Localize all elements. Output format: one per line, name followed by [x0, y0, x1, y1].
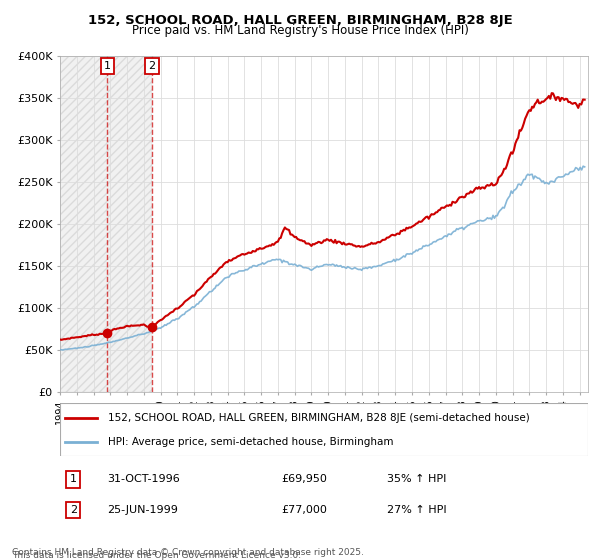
Bar [60, 56, 152, 392]
Text: 25-JUN-1999: 25-JUN-1999 [107, 505, 178, 515]
Text: Contains HM Land Registry data © Crown copyright and database right 2025.: Contains HM Land Registry data © Crown c… [12, 548, 364, 557]
Text: 152, SCHOOL ROAD, HALL GREEN, BIRMINGHAM, B28 8JE (semi-detached house): 152, SCHOOL ROAD, HALL GREEN, BIRMINGHAM… [107, 413, 529, 423]
Text: 35% ↑ HPI: 35% ↑ HPI [388, 474, 447, 484]
Text: 1: 1 [104, 61, 111, 71]
Text: 2: 2 [148, 61, 155, 71]
Text: 1: 1 [70, 474, 77, 484]
Text: HPI: Average price, semi-detached house, Birmingham: HPI: Average price, semi-detached house,… [107, 436, 393, 446]
Text: 31-OCT-1996: 31-OCT-1996 [107, 474, 180, 484]
Text: £69,950: £69,950 [282, 474, 328, 484]
Text: Price paid vs. HM Land Registry's House Price Index (HPI): Price paid vs. HM Land Registry's House … [131, 24, 469, 37]
Text: 2: 2 [70, 505, 77, 515]
Text: This data is licensed under the Open Government Licence v3.0.: This data is licensed under the Open Gov… [12, 551, 301, 560]
Text: £77,000: £77,000 [282, 505, 328, 515]
Text: 152, SCHOOL ROAD, HALL GREEN, BIRMINGHAM, B28 8JE: 152, SCHOOL ROAD, HALL GREEN, BIRMINGHAM… [88, 14, 512, 27]
FancyBboxPatch shape [60, 403, 588, 456]
Text: 27% ↑ HPI: 27% ↑ HPI [388, 505, 447, 515]
